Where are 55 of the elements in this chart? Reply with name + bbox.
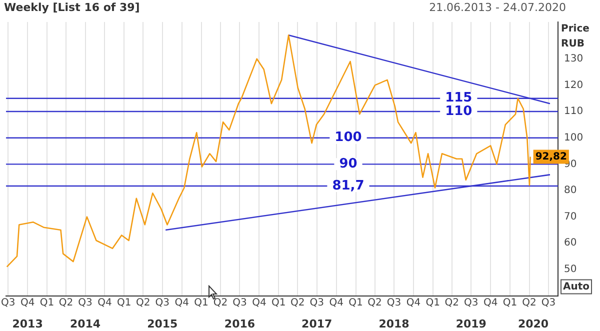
x2-tick-label: 2013 [12,317,43,330]
x2-tick-label: 2015 [147,317,178,330]
x-tick-label: Q1 [272,297,286,308]
x-tick-label: Q3 [78,297,92,308]
ref-line-label: 81,7 [332,178,364,194]
y-axis-title: Price RUB [561,24,590,50]
x2-tick-label: 2016 [224,317,256,330]
x-tick-label: Q1 [348,297,363,308]
x-tick-label: Q3 [464,297,478,308]
x-tick-label: Q3 [232,297,247,308]
x-tick-label: Q2 [368,297,382,308]
x2-tick-label: 2020 [518,317,549,330]
y-tick-label: 120 [564,80,584,91]
x-tick-label: Q2 [522,297,536,308]
x-tick-label: Q4 [20,297,35,308]
data-label: 92,82 [535,151,567,162]
x-tick-label: Q3 [155,297,170,308]
text: Auto [563,281,590,292]
x-tick-label: Q1 [194,297,208,308]
x-tick-label: Q3 [1,297,16,308]
x-tick-label: Q1 [40,297,54,308]
ref-line-label: 115 [445,90,472,106]
x2-tick-label: 2019 [456,317,486,330]
chart-subtitle: 21.06.2013 - 24.07.2020 [429,0,567,14]
x-tick-label: Q2 [213,297,228,308]
y-tick-label: 50 [564,264,577,276]
x-tick-label: Q1 [426,297,440,308]
ref-line-label: 110 [445,104,472,119]
y-tick-label: 100 [564,132,584,144]
x-tick-label: Q4 [329,297,344,308]
x-tick-label: Q4 [252,297,266,308]
x2-tick-label: 2018 [378,317,410,330]
x-tick-label: Q2 [290,297,305,308]
y-tick-label: 60 [564,238,577,249]
chart-title: Weekly [List 16 of 39] [4,0,140,14]
x2-tick-label: 2014 [70,317,101,330]
x-tick-label: Q1 [117,297,132,308]
x-tick-label: Q4 [406,297,421,308]
ref-line-label: 90 [339,156,358,172]
x-tick-label: Q2 [444,297,460,308]
x-tick-label: Q3 [386,297,402,308]
y-tick-label: 110 [564,106,584,118]
x-tick-label: Q2 [136,297,150,308]
y-tick-label: 70 [564,211,577,222]
y-tick-label: 130 [564,53,584,64]
x2-tick-label: 2017 [302,317,332,330]
x-tick-label: Q3 [310,297,324,308]
y-tick-label: 80 [564,185,577,196]
x-tick-label: Q3 [541,297,556,308]
x-tick-label: Q4 [174,297,189,308]
x-tick-label: Q1 [502,297,518,308]
ref-line-label: 100 [334,130,362,146]
x-tick-label: Q2 [58,297,74,308]
x-tick-label: Q4 [98,297,112,308]
x-tick-label: Q4 [483,297,498,308]
